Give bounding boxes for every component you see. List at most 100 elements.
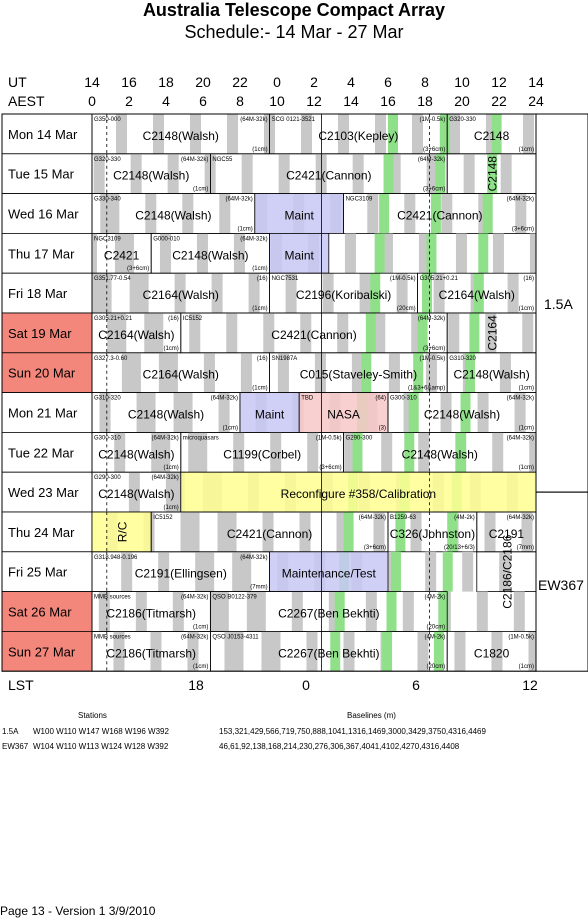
lst-stripe <box>108 193 120 234</box>
lst-stripe <box>454 631 466 672</box>
ut-tick: 14 <box>528 74 544 90</box>
correlator-label: (64M-32k) <box>181 595 208 601</box>
lst-stripe <box>375 114 386 154</box>
lst-stripe <box>121 551 133 592</box>
ut-tick: 8 <box>421 74 429 90</box>
source-label: G290-300 <box>94 475 121 481</box>
band-label: (1cm) <box>193 664 208 670</box>
day-label: Sun 20 Mar <box>8 366 76 381</box>
lst-stripe <box>344 432 356 473</box>
correlator-label: (64M-32k) <box>181 157 208 163</box>
lst-tick: 18 <box>188 677 204 693</box>
band-label: (20cm) <box>397 306 416 312</box>
station-list-2: W104 W110 W113 W124 W128 W392 <box>33 742 169 751</box>
ut-label: UT <box>8 74 27 90</box>
lst-stripe <box>514 392 526 433</box>
lst-stripe <box>114 432 126 473</box>
lst-stripe <box>513 591 525 632</box>
lst-stripe <box>114 233 126 274</box>
lst-stripe <box>529 233 536 274</box>
lst-stripe <box>173 392 185 433</box>
station-list-1: W100 W110 W147 W168 W196 W392 <box>33 727 169 736</box>
lst-stripe <box>100 193 112 234</box>
project-label: C2148(Walsh) <box>135 209 211 223</box>
lst-stripe <box>521 512 533 552</box>
lst-stripe <box>233 233 245 274</box>
lst-stripe <box>174 273 186 313</box>
lst-stripe <box>261 631 273 672</box>
day-label: Fri 25 Mar <box>8 565 68 580</box>
lst-stripe <box>227 114 238 154</box>
ut-tick: 0 <box>273 74 281 90</box>
station-cfg-2: EW367 <box>2 742 29 751</box>
lst-stripe <box>359 273 371 313</box>
day-label: Fri 18 Mar <box>8 286 68 301</box>
correlator-label: (64M-32k) <box>359 515 386 521</box>
lst-stripe <box>211 273 223 313</box>
source-label: G350-000 <box>94 117 121 123</box>
green-stripe <box>487 153 498 194</box>
block-fill <box>180 472 537 512</box>
stations-header: Stations <box>78 711 107 720</box>
day-label: Thu 17 Mar <box>8 246 75 261</box>
source-label: MMB sources <box>94 634 131 640</box>
config-label: 1.5A <box>544 296 573 312</box>
source-label: QSO J0153-4311 <box>212 634 259 640</box>
green-stripe <box>439 114 450 154</box>
band-label: (1cm) <box>252 386 267 392</box>
correlator-label: (64M-32k) <box>418 316 445 322</box>
lst-stripe <box>209 591 221 632</box>
green-stripe <box>383 153 394 194</box>
lst-stripe <box>144 313 156 353</box>
green-stripe <box>491 114 502 154</box>
band-label: (1cm) <box>519 465 534 471</box>
correlator-label: (1M-0.5k) <box>508 634 534 640</box>
project-label: R/C <box>116 521 130 542</box>
correlator-label: (64M-32k) <box>507 515 534 521</box>
correlator-label: (4M-2k) <box>454 515 475 521</box>
source-label: G320-330 <box>449 117 476 123</box>
lst-stripe <box>486 114 497 154</box>
band-label: (1cm) <box>237 226 252 232</box>
source-label: microquasars <box>183 435 219 441</box>
band-label: (7mm) <box>517 545 534 551</box>
band-label: (7mm) <box>250 585 267 591</box>
lst-stripe <box>484 512 496 552</box>
day-label: Tue 15 Mar <box>8 167 75 182</box>
project-label: C2421(Cannon) <box>286 169 371 183</box>
lst-stripe <box>515 193 527 234</box>
aest-tick: 20 <box>454 93 470 109</box>
lst-stripe <box>337 313 349 353</box>
day-label: Thu 24 Mar <box>8 525 75 540</box>
lst-stripe <box>338 114 349 154</box>
correlator-label: (64M-32k) <box>507 435 534 441</box>
band-label: (3) <box>379 425 386 431</box>
project-label: C2164(Walsh) <box>143 288 219 302</box>
green-stripe <box>413 352 424 393</box>
block-fill <box>240 392 300 433</box>
source-label: G320-330 <box>94 157 121 163</box>
source-label: MMB sources <box>94 595 131 601</box>
lst-stripe <box>285 273 297 313</box>
green-stripe <box>435 153 446 194</box>
lst-stripe <box>477 392 489 433</box>
lst-stripe <box>115 313 127 353</box>
band-label: (1cm) <box>519 386 534 392</box>
project-label: C2267(Ben Bekhti) <box>278 607 379 621</box>
lst-stripe <box>448 313 460 353</box>
lst-stripe <box>113 631 125 672</box>
lst-stripe <box>411 313 423 353</box>
lst-stripe <box>344 233 356 274</box>
lst-stripe <box>263 313 275 353</box>
project-label: C2148 <box>474 129 510 143</box>
day-label: Mon 14 Mar <box>8 127 78 142</box>
lst-stripe <box>240 551 252 592</box>
correlator-label: (64M-32k) <box>240 117 267 123</box>
lst-stripe <box>226 313 238 353</box>
correlator-label: (64M-32k) <box>151 435 178 441</box>
lst-stripe <box>246 591 258 632</box>
lst-stripe <box>188 512 200 552</box>
lst-stripe <box>93 153 105 194</box>
project-label: C2421(Cannon) <box>227 527 312 541</box>
green-stripe <box>438 591 449 632</box>
